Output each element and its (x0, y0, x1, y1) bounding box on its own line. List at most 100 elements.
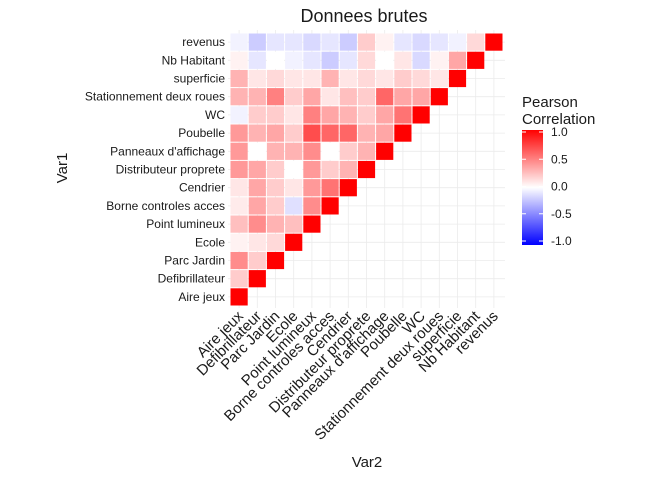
heatmap-cell (266, 251, 285, 270)
heatmap-cell (285, 124, 303, 142)
heatmap-cell (248, 179, 266, 197)
y-tick-label: Defibrillateur (158, 272, 225, 286)
heatmap-cell (285, 179, 303, 197)
heatmap-cell (376, 88, 394, 106)
heatmap-cell (376, 124, 394, 142)
heatmap-cell (448, 69, 467, 88)
heatmap-cell (230, 160, 248, 179)
heatmap-cell (248, 69, 266, 88)
heatmap-cell (230, 179, 248, 197)
heatmap-cell (394, 51, 412, 69)
heatmap-cell (285, 197, 303, 215)
heatmap-cell (357, 88, 376, 106)
heatmap-cell (266, 160, 285, 179)
legend-colorbar (522, 130, 543, 245)
heatmap-cell (394, 124, 412, 142)
heatmap-cell (321, 88, 339, 106)
heatmap-cell (266, 106, 285, 124)
heatmap-cell (230, 233, 248, 251)
heatmap-cell (285, 33, 303, 51)
heatmap-cell (376, 106, 394, 124)
legend-tick-label: -1.0 (551, 234, 572, 248)
heatmap-cell (248, 88, 266, 106)
heatmap-cell (321, 142, 339, 160)
heatmap-cell (303, 124, 321, 142)
legend-title-line-2: Correlation (522, 111, 595, 128)
heatmap-cell (248, 106, 266, 124)
heatmap-cell (230, 288, 248, 306)
heatmap-cell (321, 179, 339, 197)
heatmap-cell (394, 33, 412, 51)
heatmap-cell (467, 33, 485, 51)
y-axis-title: Var1 (54, 153, 71, 184)
heatmap-cells (230, 33, 503, 306)
heatmap-cell (321, 106, 339, 124)
heatmap-cell (394, 106, 412, 124)
chart-title: Donnees brutes (300, 6, 427, 26)
heatmap-cell (248, 160, 266, 179)
heatmap-cell (376, 69, 394, 88)
heatmap-cell (357, 33, 376, 51)
heatmap-cell (248, 233, 266, 251)
heatmap-cell (339, 88, 357, 106)
heatmap-cell (321, 33, 339, 51)
y-tick-label: Stationnement deux roues (85, 90, 225, 104)
heatmap-cell (285, 215, 303, 233)
y-tick-label: Aire jeux (178, 290, 225, 304)
heatmap-cell (321, 160, 339, 179)
legend-tick-label: 0.0 (551, 180, 568, 194)
heatmap-cell (448, 51, 467, 69)
heatmap-cell (248, 142, 266, 160)
legend-tick-label: 0.5 (551, 152, 568, 166)
heatmap-cell (412, 106, 430, 124)
heatmap-cell (412, 51, 430, 69)
heatmap-cell (303, 215, 321, 233)
heatmap-cell (266, 179, 285, 197)
heatmap-cell (248, 251, 266, 270)
heatmap-cell (266, 69, 285, 88)
heatmap-cell (412, 33, 430, 51)
heatmap-cell (248, 197, 266, 215)
heatmap-cell (266, 142, 285, 160)
legend-tick-label: 1.0 (551, 125, 568, 139)
y-tick-label: Cendrier (179, 181, 225, 195)
y-tick-label: superficie (174, 72, 226, 86)
heatmap-cell (266, 33, 285, 51)
y-tick-label: revenus (182, 35, 225, 49)
heatmap-cell (230, 106, 248, 124)
heatmap-cell (321, 197, 339, 215)
heatmap-cell (285, 51, 303, 69)
heatmap-cell (266, 233, 285, 251)
heatmap-cell (448, 33, 467, 51)
heatmap-cell (248, 270, 266, 288)
y-tick-label: Borne controles acces (106, 199, 225, 213)
heatmap-cell (339, 69, 357, 88)
heatmap-cell (412, 88, 430, 106)
heatmap-cell (230, 197, 248, 215)
heatmap-cell (430, 33, 448, 51)
heatmap-cell (357, 142, 376, 160)
heatmap-cell (230, 69, 248, 88)
heatmap-cell (230, 124, 248, 142)
y-tick-labels: Aire jeux Defibrillateur Parc Jardin Ecole P… (85, 35, 226, 304)
y-tick-label: Nb Habitant (162, 53, 226, 67)
heatmap-cell (303, 88, 321, 106)
heatmap-cell (321, 124, 339, 142)
heatmap-cell (303, 106, 321, 124)
y-tick-label: Parc Jardin (164, 254, 225, 268)
y-tick-label: Panneaux d'affichage (110, 144, 225, 158)
heatmap-cell (430, 88, 448, 106)
heatmap-cell (376, 33, 394, 51)
heatmap-cell (303, 179, 321, 197)
heatmap-cell (230, 215, 248, 233)
y-tick-label: Point lumineux (146, 217, 225, 231)
heatmap-cell (357, 106, 376, 124)
heatmap-cell (357, 51, 376, 69)
heatmap-cell (266, 124, 285, 142)
heatmap-cell (248, 215, 266, 233)
heatmap-cell (412, 69, 430, 88)
legend-tick-label: -0.5 (551, 207, 572, 221)
heatmap-cell (321, 51, 339, 69)
heatmap-cell (230, 270, 248, 288)
